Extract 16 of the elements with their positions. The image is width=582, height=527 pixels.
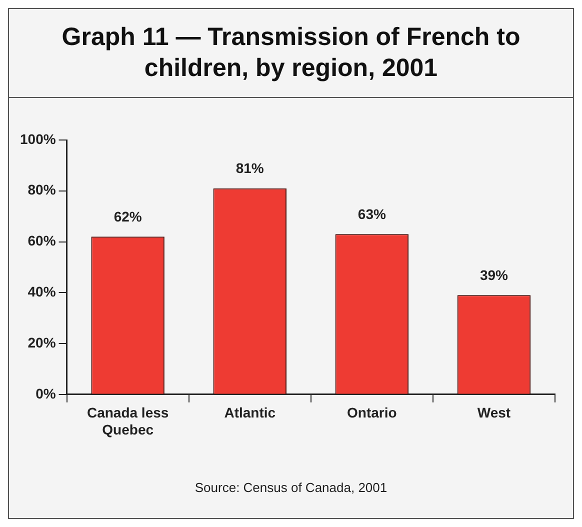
data-label: 39% [480,267,509,284]
data-label: 62% [114,208,142,225]
chart-title: Graph 11 — Transmission of French to children, by region, 2001 [9,9,573,98]
x-tick-label: Atlantic [224,404,276,421]
x-tick-label: Ontario [347,404,397,421]
y-tick-label: 60% [28,232,56,249]
y-tick-label: 80% [28,182,56,198]
y-tick-label: 40% [28,284,56,300]
data-label: 81% [236,160,264,176]
y-tick-label: 100% [20,130,56,147]
y-tick-label: 0% [36,385,56,402]
x-tick-label: West [477,404,511,421]
x-tick-label: Canada less Quebec [86,404,169,438]
data-label: 63% [358,206,386,222]
source-note: Source: Census of Canada, 2001 [194,480,388,495]
y-tick-label: 20% [28,334,56,350]
